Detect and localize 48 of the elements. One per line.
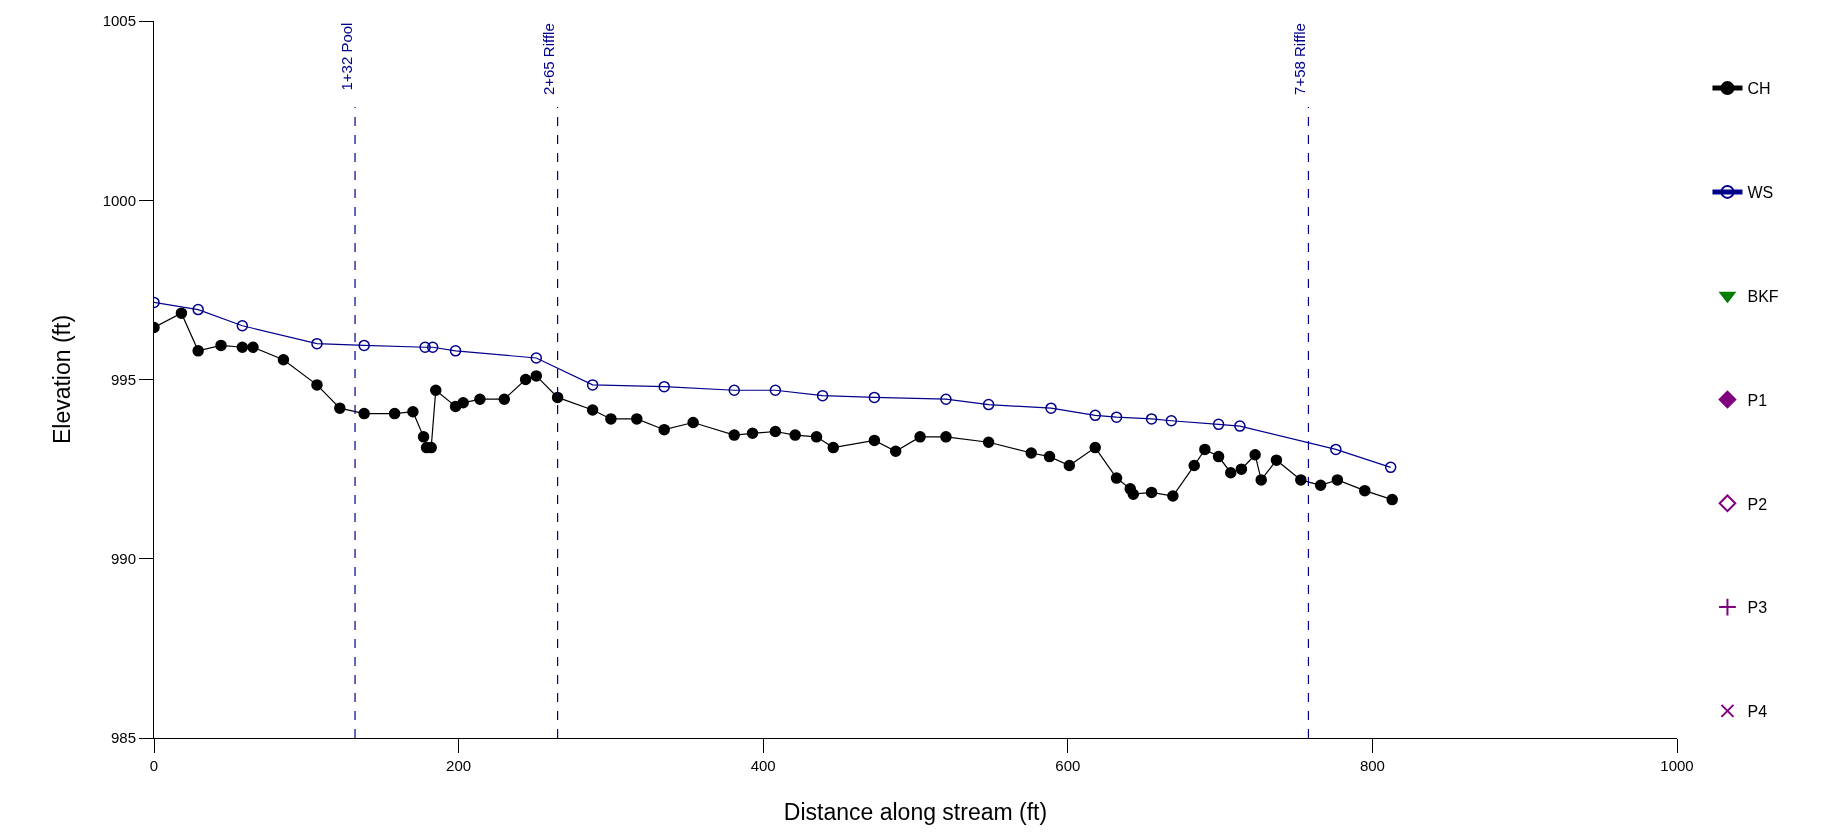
ref-line-label: 1+32 Pool	[337, 22, 355, 91]
legend-label: P3	[1747, 599, 1768, 617]
y-tick-label: 985	[110, 729, 136, 747]
x-tick-label: 200	[446, 757, 472, 774]
x-axis-title: Distance along stream (ft)	[783, 798, 1048, 825]
point	[816, 389, 829, 402]
point	[1110, 411, 1123, 423]
y-tick-label: 1005	[102, 12, 136, 30]
point	[426, 341, 439, 353]
y-tick-label: 995	[110, 370, 136, 388]
legend-label: P2	[1747, 495, 1768, 513]
point	[1330, 443, 1342, 456]
ref-line-label: 7+58 Riffle	[1290, 23, 1308, 95]
point	[940, 393, 952, 405]
point	[658, 380, 670, 393]
y-axis-title: Elevation (ft)	[49, 314, 76, 445]
legend-label: CH	[1747, 80, 1771, 98]
legend-label: P1	[1747, 391, 1768, 409]
point	[449, 345, 462, 357]
x-tick-label: 600	[1055, 757, 1081, 774]
point	[1384, 461, 1397, 474]
point	[1089, 409, 1101, 422]
point	[236, 319, 249, 332]
x-tick-label: 1000	[1660, 757, 1694, 774]
point	[769, 384, 782, 396]
point	[1045, 402, 1057, 414]
legend-label: WS	[1747, 184, 1774, 202]
point	[192, 303, 204, 316]
y-tick-label: 990	[110, 550, 136, 567]
x-tick-label: 400	[750, 757, 776, 774]
x-tick-label: 800	[1359, 757, 1385, 774]
point	[586, 379, 599, 391]
point	[728, 384, 741, 396]
x-tick-label: 0	[149, 757, 159, 774]
point	[311, 337, 323, 350]
y-tick-label: 1000	[102, 191, 136, 209]
point	[358, 339, 370, 352]
point	[1145, 413, 1158, 425]
legend-label: P4	[1747, 703, 1768, 721]
ref-line-label: 2+65 Riffle	[540, 23, 558, 96]
point	[530, 352, 543, 364]
point	[1165, 414, 1178, 427]
point	[1234, 420, 1246, 432]
point	[419, 341, 431, 353]
point	[1212, 418, 1225, 431]
point	[982, 398, 995, 411]
point	[868, 391, 881, 404]
legend-label: BKF	[1747, 287, 1779, 305]
